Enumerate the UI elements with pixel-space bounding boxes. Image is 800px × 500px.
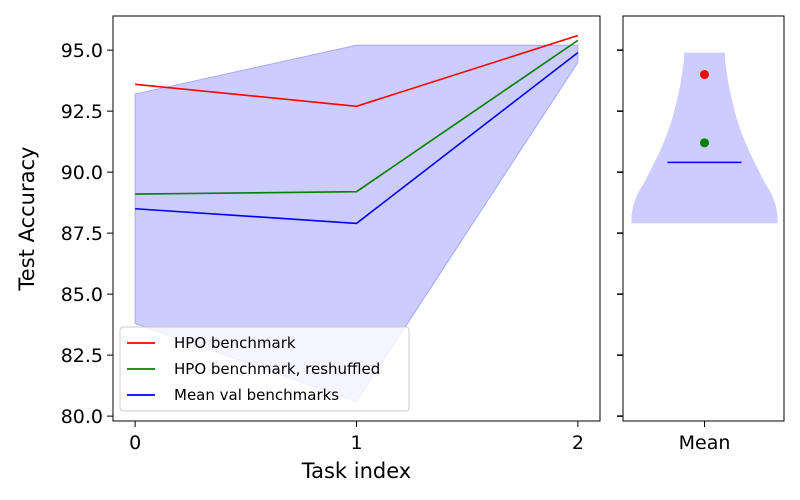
y-tick-label: 82.5 [61, 345, 103, 367]
legend-label: Mean val benchmarks [174, 386, 339, 404]
legend: HPO benchmark HPO benchmark, reshuffled Me… [119, 326, 410, 412]
y-axis-label: Test Accuracy [15, 147, 39, 292]
violin-point-0 [700, 70, 709, 80]
x-tick-label: 2 [572, 432, 584, 454]
violin-layer [631, 52, 778, 224]
left-y-ticks: 80.0 82.5 85.0 87.5 90.0 92.5 95.0 [61, 40, 113, 428]
legend-label: HPO benchmark [174, 334, 296, 352]
y-tick-label: 92.5 [61, 101, 103, 123]
x-tick-label: 1 [350, 432, 362, 454]
x-tick-label: 0 [129, 432, 141, 454]
y-tick-label: 85.0 [61, 284, 103, 306]
y-tick-label: 80.0 [61, 406, 103, 428]
series-line-0 [135, 34, 579, 108]
violin-point-1 [700, 138, 709, 148]
line-chart-panel: 80.0 82.5 85.0 87.5 90.0 92.5 95.0 0 1 2 Task in… [15, 15, 601, 483]
x-axis-label: Task index [301, 459, 411, 483]
legend-box [119, 326, 410, 412]
series-line-2 [135, 51, 579, 225]
right-plot-frame [622, 15, 785, 422]
series-line-1 [135, 39, 579, 195]
y-tick-label: 95.0 [61, 40, 103, 62]
violin-panel: Mean [617, 15, 785, 454]
right-y-ticks [617, 49, 623, 417]
series-layer [135, 34, 579, 225]
right-x-ticks: Mean [679, 421, 731, 454]
legend-items: HPO benchmark HPO benchmark, reshuffled Me… [127, 334, 380, 404]
violin-shape [631, 52, 778, 224]
y-tick-label: 87.5 [61, 223, 103, 245]
right-x-tick-label: Mean [679, 432, 731, 454]
violin-marks [667, 70, 742, 164]
legend-label: HPO benchmark, reshuffled [174, 360, 380, 378]
left-x-ticks: 0 1 2 [129, 421, 584, 454]
y-tick-label: 90.0 [61, 162, 103, 184]
